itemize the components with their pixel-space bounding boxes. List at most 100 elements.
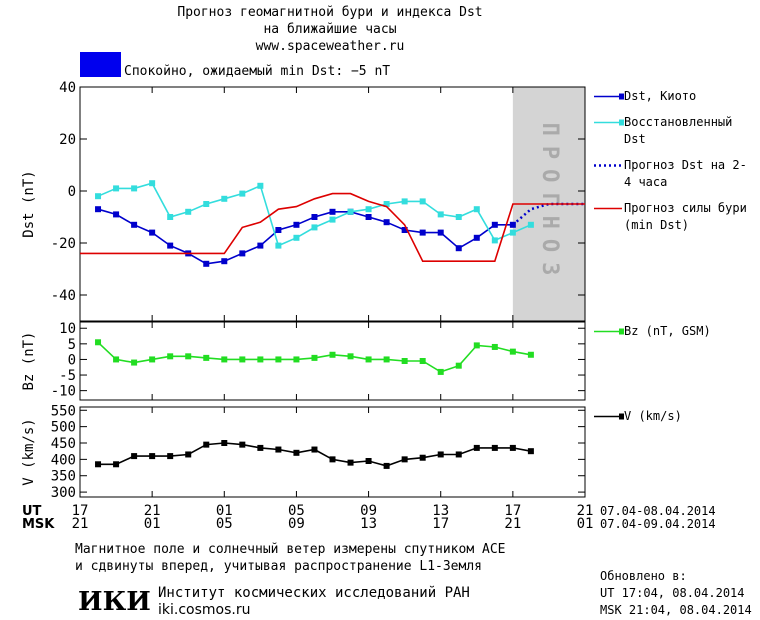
updated: Обновлено в:	[600, 569, 687, 583]
x-tick-label: 01	[216, 503, 233, 519]
data-point	[293, 234, 300, 241]
data-point	[185, 451, 192, 458]
data-point	[383, 356, 390, 363]
data-point	[401, 198, 408, 205]
data-point	[437, 229, 444, 236]
data-point	[239, 441, 246, 448]
legend-label: Прогноз силы бури (min Dst)	[624, 201, 747, 232]
y-axis-label: V (km/s)	[21, 418, 37, 485]
x-row-label: UT	[22, 504, 42, 519]
institute: Институт космических исследований РАН	[158, 585, 470, 601]
x-row-label: MSK	[22, 517, 55, 532]
updated-msk: MSK 21:04, 08.04.2014	[600, 603, 752, 617]
data-point	[329, 208, 336, 215]
legend-label: Bz (nT, GSM)	[624, 324, 711, 338]
data-point	[275, 356, 282, 363]
data-point	[473, 444, 480, 451]
data-point	[203, 441, 210, 448]
legend-entry: Bz (nT, GSM)	[592, 323, 752, 340]
data-point	[257, 356, 264, 363]
data-point	[149, 356, 156, 363]
data-point	[383, 219, 390, 226]
x-row-date: 07.04-08.04.2014	[600, 504, 716, 518]
data-point	[491, 237, 498, 244]
data-point	[221, 258, 228, 265]
data-point	[257, 182, 264, 189]
legend-label: Восстановленный Dst	[624, 115, 733, 146]
y-tick-label: 10	[59, 321, 76, 337]
y-tick-label: 5	[68, 337, 76, 353]
subtitle: на ближайшие часы	[263, 22, 396, 37]
site: iki.cosmos.ru	[158, 602, 250, 618]
data-point	[149, 229, 156, 236]
data-point	[365, 356, 372, 363]
data-point	[275, 242, 282, 249]
data-point	[455, 451, 462, 458]
data-point	[455, 245, 462, 252]
legend-swatch	[594, 164, 622, 167]
status: Спокойно, ожидаемый min Dst: −5 nT	[124, 64, 390, 79]
y-tick-label: 400	[51, 452, 76, 468]
x-row-date: 07.04-09.04.2014	[600, 517, 716, 531]
legend-entry: Dst, Киото	[592, 88, 752, 105]
data-point	[113, 461, 120, 468]
plot-frame	[79, 86, 586, 322]
data-point	[95, 206, 102, 213]
y-tick-label: 40	[59, 80, 76, 96]
y-tick-label: -5	[59, 368, 76, 384]
legend-marker	[619, 119, 624, 126]
x-tick-label: 17	[504, 503, 521, 519]
legend-marker	[619, 413, 624, 420]
data-point	[293, 221, 300, 228]
x-tick-label: 09	[360, 503, 377, 519]
y-tick-label: 450	[51, 436, 76, 452]
y-tick-label: 0	[68, 184, 76, 200]
data-point	[113, 211, 120, 218]
series-line	[97, 208, 513, 265]
data-point	[473, 342, 480, 349]
data-point	[131, 185, 138, 192]
data-point	[437, 368, 444, 375]
data-point	[401, 227, 408, 233]
legend-swatch	[594, 207, 622, 210]
y-tick-label: -20	[51, 236, 76, 252]
y-tick-label: -10	[51, 384, 76, 400]
data-point	[311, 214, 318, 220]
data-point	[275, 446, 282, 453]
data-point	[221, 440, 228, 446]
data-point	[527, 221, 534, 228]
data-point	[167, 214, 174, 220]
data-point	[221, 356, 228, 363]
data-point	[275, 227, 282, 233]
x-tick-label: 05	[288, 503, 305, 519]
y-axis-label: Dst (nT)	[21, 170, 37, 237]
data-point	[203, 201, 210, 207]
title: Прогноз геомагнитной бури и индекса Dst	[177, 5, 482, 20]
data-point	[527, 351, 534, 358]
data-point	[113, 185, 120, 192]
data-point	[311, 224, 318, 231]
note: и сдвинуты вперед, учитывая распростране…	[75, 559, 482, 574]
y-tick-label: 500	[51, 420, 76, 436]
x-tick-label: 21	[577, 503, 594, 519]
data-point	[131, 453, 138, 460]
logo: ИКИ	[78, 587, 151, 617]
data-point	[419, 198, 426, 205]
legend-swatch	[594, 413, 624, 420]
data-point	[329, 456, 336, 463]
data-point	[257, 242, 264, 249]
data-point	[419, 358, 426, 364]
data-point	[257, 444, 264, 451]
y-axis-label: Bz (nT)	[21, 331, 37, 390]
data-point	[365, 206, 372, 213]
data-point	[293, 356, 300, 363]
x-tick-label-msk: 05	[216, 516, 233, 532]
data-point	[203, 354, 210, 361]
legend: Bz (nT, GSM)	[592, 323, 752, 349]
y-tick-label: 300	[51, 485, 76, 501]
data-point	[455, 362, 462, 369]
data-point	[293, 449, 300, 456]
data-point	[311, 354, 318, 361]
data-point	[491, 343, 498, 350]
